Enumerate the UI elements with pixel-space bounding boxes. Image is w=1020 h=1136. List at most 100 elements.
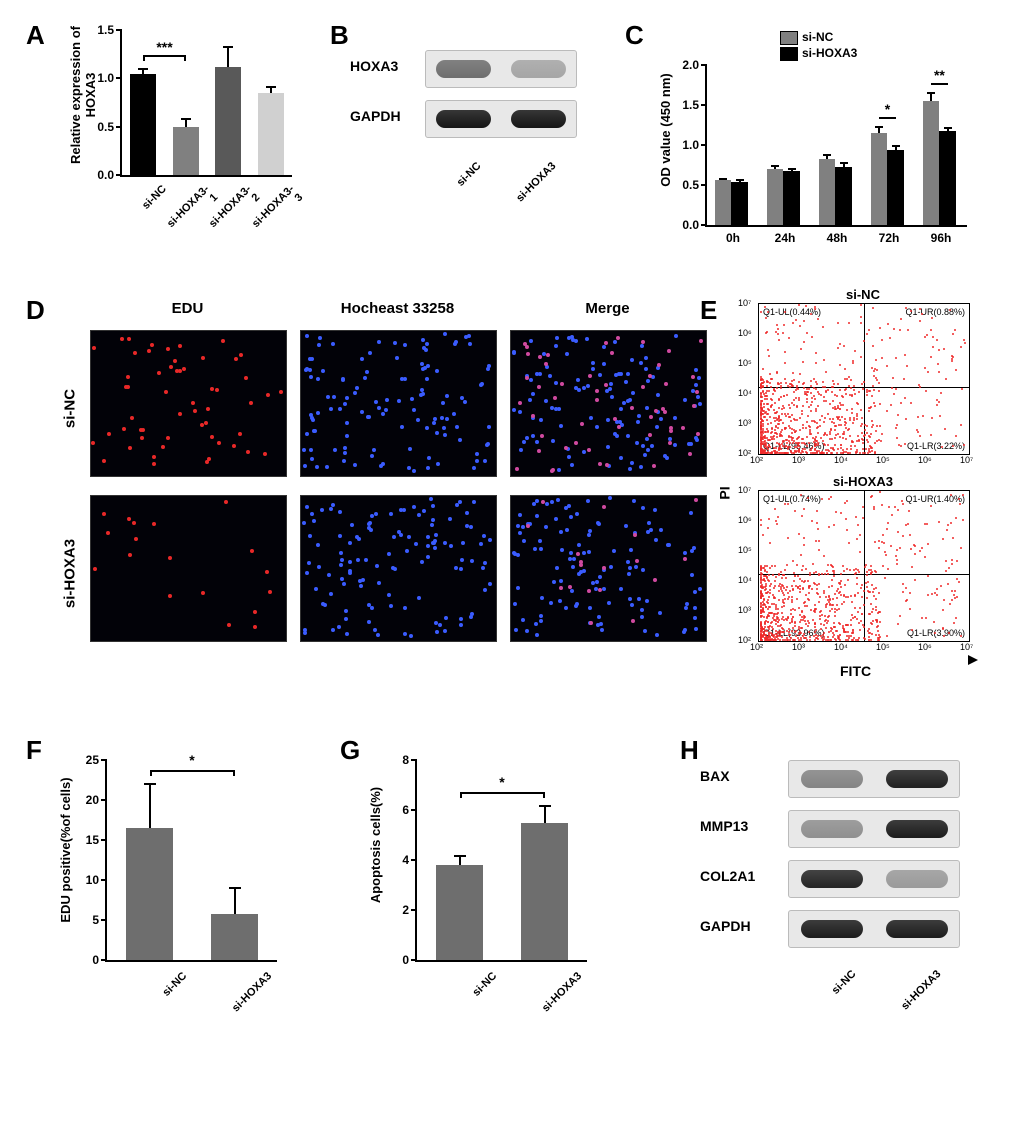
y-tick-label: 0.0 <box>682 218 699 232</box>
y-tick-label: 1.0 <box>97 71 114 85</box>
blot-row-label: HOXA3 <box>350 58 398 74</box>
bar <box>871 133 888 225</box>
bar <box>126 828 173 960</box>
axis-tick-label: 10⁴ <box>834 642 848 652</box>
bar <box>783 171 800 225</box>
micrograph <box>300 330 497 477</box>
micrograph <box>300 495 497 642</box>
panel-c-ylabel: OD value (450 nm) <box>658 50 673 210</box>
column-header: Merge <box>510 300 705 317</box>
blot-band <box>425 50 577 88</box>
y-tick-label: 0.5 <box>682 178 699 192</box>
y-axis-label: PI <box>717 486 733 499</box>
flow-plot-title: si-HOXA3 <box>758 474 968 489</box>
axis-tick-label: 10⁷ <box>738 485 751 495</box>
panel-d: EDUHocheast 33258Mergesi-NCsi-HOXA3 <box>40 300 680 650</box>
x-tick-label: 96h <box>915 231 967 245</box>
bar <box>887 150 904 225</box>
column-header: EDU <box>90 300 285 317</box>
bar <box>715 180 732 225</box>
blot-row-label: GAPDH <box>700 918 751 934</box>
significance-label: *** <box>143 39 186 55</box>
significance-label: * <box>460 774 545 790</box>
y-tick-label: 8 <box>402 753 409 767</box>
bar <box>767 169 784 225</box>
panel-e: si-NCQ1-UL(0.44%)Q1-UR(0.88%)Q1-LL(95.46… <box>720 285 990 670</box>
blot-band <box>788 860 960 898</box>
bar <box>521 823 568 961</box>
legend-item: si-HOXA3 <box>780 46 857 61</box>
significance-label: ** <box>925 67 954 83</box>
panel-g-label: G <box>340 735 360 766</box>
panel-h: BAXMMP13COL2A1GAPDHsi-NCsi-HOXA3 <box>700 740 990 1070</box>
panel-g: Apoptosis cells(%) 02468si-NCsi-HOXA3* <box>360 740 620 1050</box>
row-header: si-NC <box>62 369 79 449</box>
panel-a-axes: 0.00.51.01.5si-NCsi-HOXA3-1si-HOXA3-2si-… <box>120 30 292 177</box>
y-tick-label: 10 <box>86 873 99 887</box>
lane-label: si-NC <box>797 968 859 1030</box>
panel-c-label: C <box>625 20 644 51</box>
y-tick-label: 1.0 <box>682 138 699 152</box>
axis-tick-label: 10² <box>738 635 751 645</box>
flow-plot: Q1-UL(0.74%)Q1-UR(1.40%)Q1-LL(93.96%)Q1-… <box>758 490 970 642</box>
bar <box>436 865 483 960</box>
row-header: si-HOXA3 <box>62 534 79 614</box>
flow-plot-title: si-NC <box>758 287 968 302</box>
x-axis-label: FITC <box>840 663 871 679</box>
panel-h-label: H <box>680 735 699 766</box>
axis-tick-label: 10⁷ <box>960 642 973 652</box>
x-tick-label: si-NC <box>128 970 189 1031</box>
x-tick-label: si-HOXA3 <box>523 970 584 1031</box>
panel-a: Relative expression of HOXA3 0.00.51.01.… <box>60 30 300 260</box>
micrograph <box>90 495 287 642</box>
micrograph <box>510 330 707 477</box>
x-tick-label: si-HOXA3 <box>213 970 274 1031</box>
y-tick-label: 0 <box>92 953 99 967</box>
y-tick-label: 5 <box>92 913 99 927</box>
x-tick-label: 48h <box>811 231 863 245</box>
panel-b-label: B <box>330 20 349 51</box>
x-tick-label: 0h <box>707 231 759 245</box>
y-tick-label: 4 <box>402 853 409 867</box>
axis-tick-label: 10⁵ <box>738 545 752 555</box>
x-tick-label: 24h <box>759 231 811 245</box>
axis-tick-label: 10⁶ <box>738 328 752 338</box>
flow-plot: Q1-UL(0.44%)Q1-UR(0.88%)Q1-LL(95.46%)Q1-… <box>758 303 970 455</box>
bar <box>835 167 852 225</box>
bar <box>819 159 836 225</box>
axis-tick-label: 10³ <box>738 605 751 615</box>
legend-item: si-NC <box>780 30 833 45</box>
panel-f-label: F <box>26 735 42 766</box>
y-tick-label: 0.0 <box>97 168 114 182</box>
bar <box>923 101 940 225</box>
axis-tick-label: 10⁶ <box>738 515 752 525</box>
blot-row-label: COL2A1 <box>700 868 755 884</box>
axis-tick-label: 10⁵ <box>738 358 752 368</box>
bar <box>173 127 199 175</box>
micrograph <box>510 495 707 642</box>
x-tick-label: 72h <box>863 231 915 245</box>
panel-c: OD value (450 nm) 0.00.51.01.52.00h24h48… <box>650 30 980 260</box>
panel-a-ylabel: Relative expression of HOXA3 <box>68 20 98 170</box>
y-tick-label: 2.0 <box>682 58 699 72</box>
axis-tick-label: 10³ <box>738 418 751 428</box>
axis-tick-label: 10⁴ <box>738 575 752 585</box>
panel-g-ylabel: Apoptosis cells(%) <box>368 750 383 940</box>
y-tick-label: 2 <box>402 903 409 917</box>
y-tick-label: 0 <box>402 953 409 967</box>
axis-tick-label: 10⁴ <box>738 388 752 398</box>
bar <box>215 67 241 175</box>
bar <box>258 93 284 175</box>
bar <box>731 182 748 225</box>
axis-tick-label: 10⁷ <box>960 455 973 465</box>
lane-label: si-NC <box>426 160 484 218</box>
panel-a-label: A <box>26 20 45 51</box>
lane-label: si-HOXA3 <box>882 968 944 1030</box>
axis-tick-label: 10⁶ <box>918 642 932 652</box>
blot-row-label: MMP13 <box>700 818 748 834</box>
axis-tick-label: 10² <box>738 448 751 458</box>
x-tick-label: si-NC <box>438 970 499 1031</box>
figure: A Relative expression of HOXA3 0.00.51.0… <box>20 20 1000 1116</box>
panel-b: HOXA3GAPDHsi-NCsi-HOXA3 <box>350 40 590 230</box>
panel-c-axes: 0.00.51.01.52.00h24h48h72h96h*** <box>705 65 967 227</box>
